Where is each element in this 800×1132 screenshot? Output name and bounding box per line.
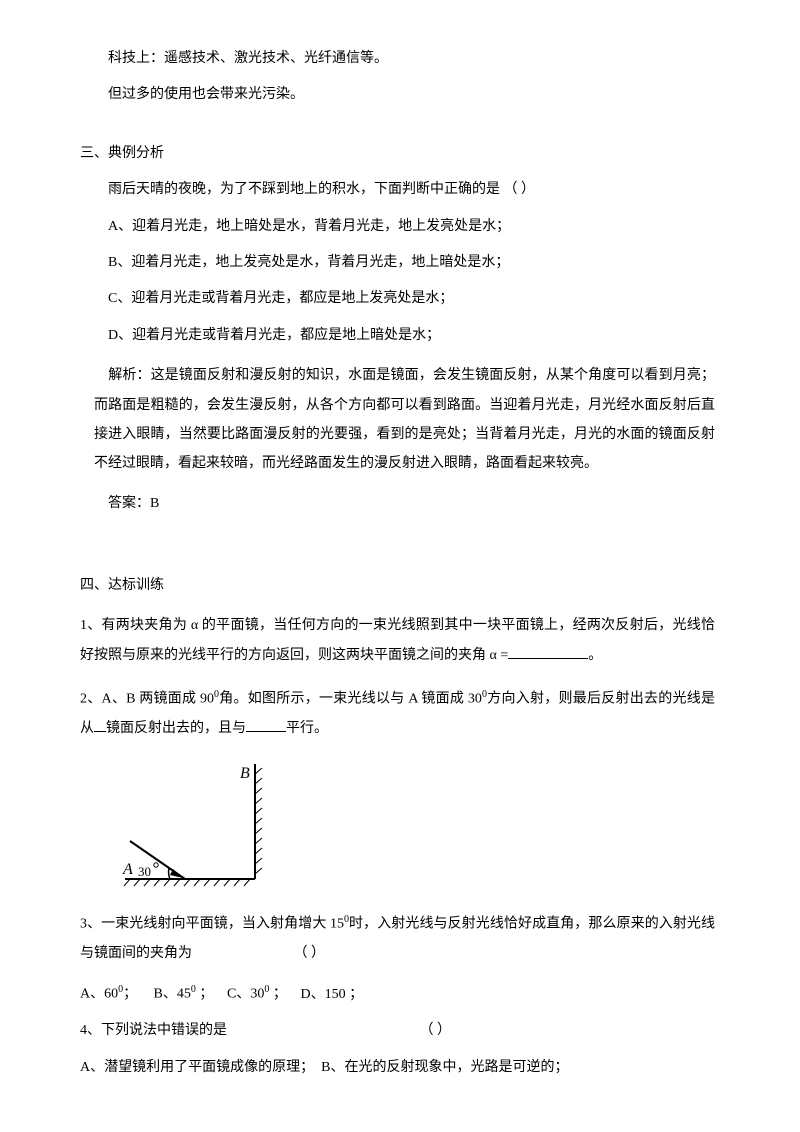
example-analysis: 解析：这是镜面反射和漫反射的知识，水面是镜面，会发生镜面反射，从某个角度可以看到… (80, 361, 715, 479)
q3-opt-b: B、450 ； (154, 982, 224, 1006)
q3-text-a: 3、一束光线射向平面镜，当入射角增大 15 (80, 916, 344, 931)
diagram-svg: A B 30 (120, 764, 290, 889)
q2-text-d: 镜面反射出去的，且与 (106, 721, 246, 736)
example-option-b: B、迎着月光走，地上发亮处是水，背着月光走，地上暗处是水； (80, 252, 715, 274)
q2-text-b: 角。如图所示，一束光线以与 A 镜面成 30 (219, 692, 482, 707)
section-3-heading: 三、典例分析 (80, 143, 715, 165)
example-answer: 答案：B (80, 493, 715, 515)
q3-opt-a: A、600； (80, 982, 150, 1006)
degree-icon (154, 862, 158, 866)
q3-paren (192, 946, 294, 961)
q1-text-b: 。 (588, 648, 602, 663)
q4-spacer (227, 1023, 420, 1038)
q3-paren-text: （ ） (294, 946, 326, 961)
q4-stem-row: 4、下列说法中错误的是 （ ） (80, 1020, 715, 1042)
q4-stem: 4、下列说法中错误的是 (80, 1023, 227, 1038)
q2-text-e: 平行。 (286, 721, 328, 736)
example-option-d: D、迎着月光走或背着月光走，都应是地上暗处是水； (80, 325, 715, 347)
q1-text-a: 1、有两块夹角为 α 的平面镜，当任何方向的一束光线照到其中一块平面镜上，经两次… (80, 618, 715, 662)
q3-options: A、600； B、450 ； C、300 ； D、150 ； (80, 982, 715, 1006)
q2: 2、A、B 两镜面成 900角。如图所示，一束光线以与 A 镜面成 300方向入… (80, 684, 715, 743)
section-4-heading: 四、达标训练 (80, 575, 715, 597)
q2-text-a: 2、A、B 两镜面成 90 (80, 692, 214, 707)
example-stem: 雨后天晴的夜晚，为了不踩到地上的积水，下面判断中正确的是 （ ） (80, 179, 715, 201)
label-a: A (122, 861, 133, 878)
q3: 3、一束光线射向平面镜，当入射角增大 150时，入射光线与反射光线恰好成直角，那… (80, 909, 715, 968)
mirror-diagram: A B 30 (120, 764, 715, 889)
q4-options-row: A、潜望镜利用了平面镜成像的原理； B、在光的反射现象中，光路是可逆的； (80, 1057, 715, 1079)
intro-line-1: 科技上：遥感技术、激光技术、光纤通信等。 (80, 48, 715, 70)
q4-paren: （ ） (420, 1023, 452, 1038)
intro-line-2: 但过多的使用也会带来光污染。 (80, 84, 715, 106)
q3-opt-c: C、300 ； (227, 982, 297, 1006)
q1: 1、有两块夹角为 α 的平面镜，当任何方向的一束光线照到其中一块平面镜上，经两次… (80, 611, 715, 670)
q4-opt-a: A、潜望镜利用了平面镜成像的原理； (80, 1060, 307, 1075)
q4-opt-b: B、在光的反射现象中，光路是可逆的； (321, 1060, 568, 1075)
angle-30: 30 (138, 864, 151, 879)
example-option-c: C、迎着月光走或背着月光走，都应是地上发亮处是水； (80, 288, 715, 310)
blank-fill (508, 645, 588, 659)
blank-fill (94, 718, 106, 732)
q3-opt-d: D、150 ； (301, 984, 364, 1006)
blank-fill (246, 718, 286, 732)
label-b: B (240, 765, 250, 782)
example-option-a: A、迎着月光走，地上暗处是水，背着月光走，地上发亮处是水； (80, 216, 715, 238)
